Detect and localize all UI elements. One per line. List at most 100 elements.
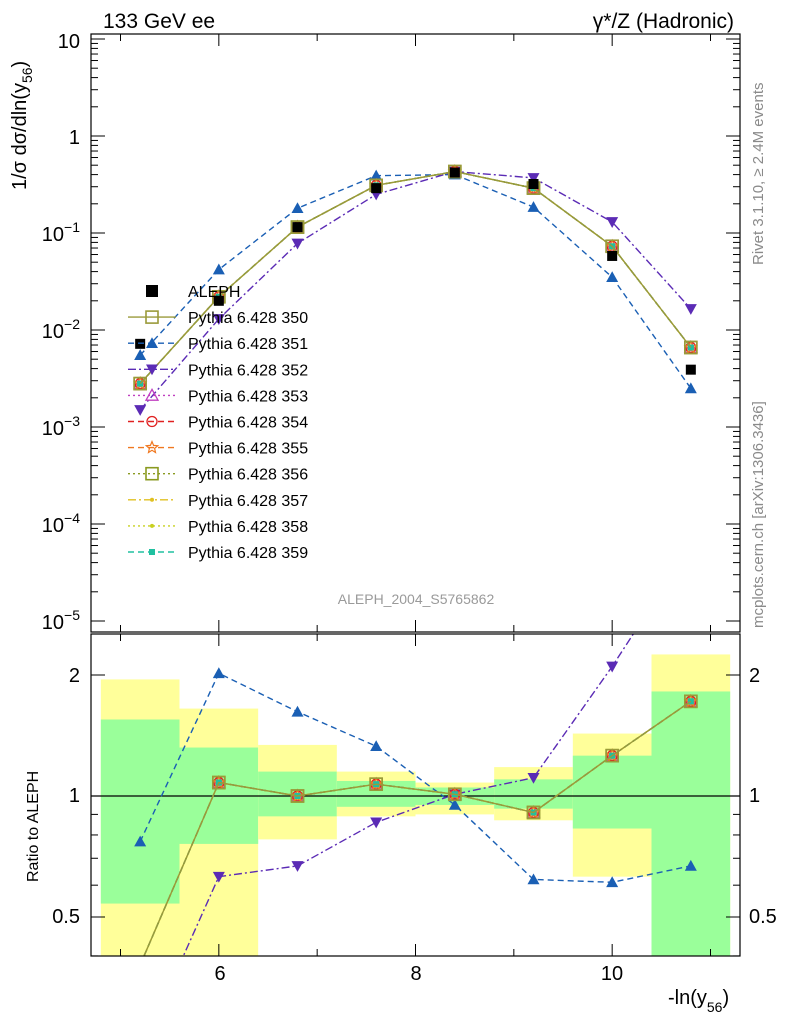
legend-marker-2 xyxy=(146,337,158,348)
legend-marker-7 xyxy=(145,466,159,481)
main-point-0-7 xyxy=(684,340,698,355)
y-tick-10: 10 xyxy=(58,31,80,53)
main-panel-series xyxy=(133,164,698,416)
main-point-1-2 xyxy=(291,202,304,214)
ratio-point-1-1 xyxy=(212,667,225,679)
ratio-point-0-3 xyxy=(369,777,383,791)
ratio-line-2 xyxy=(182,634,635,956)
band-green-bin-0 xyxy=(100,719,180,904)
ratio-tick-1-right: 1 xyxy=(749,785,760,807)
legend-label-5: Pythia 6.428 354 xyxy=(188,415,308,432)
band-green-bin-6 xyxy=(572,755,652,829)
x-axis-title: -ln(y56) xyxy=(668,987,729,1015)
legend-marker-5 xyxy=(146,415,158,428)
legend-label-4: Pythia 6.428 353 xyxy=(188,388,308,405)
legend-label-8: Pythia 6.428 357 xyxy=(188,493,308,510)
ratio-point-1-6 xyxy=(606,876,619,888)
x-tick-labels: 6 8 10 xyxy=(214,963,623,985)
legend-label-6: Pythia 6.428 355 xyxy=(188,441,308,458)
ratio-point-2-5 xyxy=(527,772,540,784)
main-point-2-5 xyxy=(527,173,540,184)
main-point-1-3 xyxy=(370,169,383,181)
main-point-1-0 xyxy=(134,349,147,360)
ratio-point-2-1 xyxy=(212,871,225,883)
ratio-point-4-0 xyxy=(135,960,145,970)
x-tick-10: 10 xyxy=(601,963,623,985)
main-point-1-7 xyxy=(684,382,697,394)
ratio-uncertainty-bands xyxy=(100,654,731,956)
main-point-0-0 xyxy=(133,376,147,391)
y-axis-title-main: 1/σ dσ/dln(y56) xyxy=(9,61,35,190)
ratio-panel-series xyxy=(134,541,698,971)
ratio-point-5-0 xyxy=(135,959,146,970)
y-tick-1e-5: 10−5 xyxy=(42,607,80,634)
main-line-1 xyxy=(139,173,692,389)
ratio-point-0-7 xyxy=(684,694,698,709)
ratio-point-2-7 xyxy=(685,541,697,552)
legend-label-7: Pythia 6.428 356 xyxy=(188,467,308,484)
side-label-rivet: Rivet 3.1.10, ≥ 2.4M events xyxy=(750,83,767,266)
ratio-point-2-2 xyxy=(291,861,304,872)
legend-marker-1 xyxy=(145,310,159,324)
ratio-point-0-6 xyxy=(605,748,619,763)
x-tick-8: 8 xyxy=(410,963,421,985)
ratio-point-1-7 xyxy=(684,859,697,871)
main-point-1-6 xyxy=(606,271,619,283)
y-tick-1e-1: 10−1 xyxy=(42,219,80,246)
ratio-point-0-0 xyxy=(134,959,146,971)
ratio-point-0-2 xyxy=(290,789,305,803)
ratio-line-1 xyxy=(139,672,691,883)
main-y-tick-labels: 10 1 10−1 10−2 10−3 10−4 10−5 xyxy=(42,31,80,634)
analysis-id: ALEPH_2004_S5765862 xyxy=(338,591,495,607)
main-point-2-0 xyxy=(134,405,147,416)
ratio-y-tick-labels: 2 1 0.5 2 1 0.5 xyxy=(52,665,777,928)
ratio-line-0 xyxy=(143,700,692,956)
y-tick-1: 1 xyxy=(69,127,80,149)
ratio-tick-2-right: 2 xyxy=(749,665,760,687)
ratio-tick-05-right: 0.5 xyxy=(749,906,777,928)
ratio-point-1-3 xyxy=(370,740,383,752)
ratio-point-6-0 xyxy=(134,959,146,971)
main-point-1-1 xyxy=(212,263,225,275)
main-point-0-2 xyxy=(290,220,305,234)
side-label-mcplots: mcplots.cern.ch [arXiv:1306.3436] xyxy=(750,401,767,628)
ratio-point-0-1 xyxy=(212,775,226,790)
ratio-point-8-0 xyxy=(138,963,142,967)
main-point-0-4 xyxy=(448,164,462,179)
legend-marker-0 xyxy=(146,285,158,297)
legend-marker-6 xyxy=(144,440,160,454)
y-tick-1e-2: 10−2 xyxy=(42,316,80,343)
main-point-2-1 xyxy=(212,314,225,325)
main-point-2-2 xyxy=(291,238,304,250)
ratio-point-0-4 xyxy=(448,787,462,802)
aleph-point-5 xyxy=(528,179,539,190)
legend-marker-10 xyxy=(149,549,155,555)
aleph-point-6 xyxy=(607,250,618,261)
main-point-2-7 xyxy=(684,304,697,315)
legend-label-9: Pythia 6.428 358 xyxy=(188,519,308,536)
aleph-point-7 xyxy=(685,364,696,375)
y-tick-1e-3: 10−3 xyxy=(42,413,80,440)
ratio-point-7-0 xyxy=(138,963,142,967)
legend-marker-3 xyxy=(146,364,158,376)
ratio-point-2-6 xyxy=(606,661,619,673)
aleph-point-3 xyxy=(371,183,382,194)
legend-label-0: ALEPH xyxy=(188,284,240,301)
ratio-point-9-0 xyxy=(137,962,143,968)
x-tick-6: 6 xyxy=(214,963,225,985)
legend-marker-8 xyxy=(150,497,154,502)
ratio-point-1-2 xyxy=(291,705,304,717)
y-axis-title-ratio: Ratio to ALEPH xyxy=(25,771,42,882)
main-point-2-6 xyxy=(606,217,619,228)
main-point-1-5 xyxy=(527,201,540,212)
aleph-point-1 xyxy=(213,295,224,306)
header-right: γ*/Z (Hadronic) xyxy=(593,10,734,33)
ratio-point-1-4 xyxy=(448,798,461,810)
legend-marker-4 xyxy=(144,388,160,401)
ratio-tick-2-left: 2 xyxy=(69,665,80,687)
ratio-point-3-0 xyxy=(134,959,146,970)
axis-ticks xyxy=(91,34,740,957)
ratio-point-2-3 xyxy=(370,817,383,829)
ratio-point-0-5 xyxy=(526,805,541,820)
ratio-point-1-5 xyxy=(527,873,540,885)
